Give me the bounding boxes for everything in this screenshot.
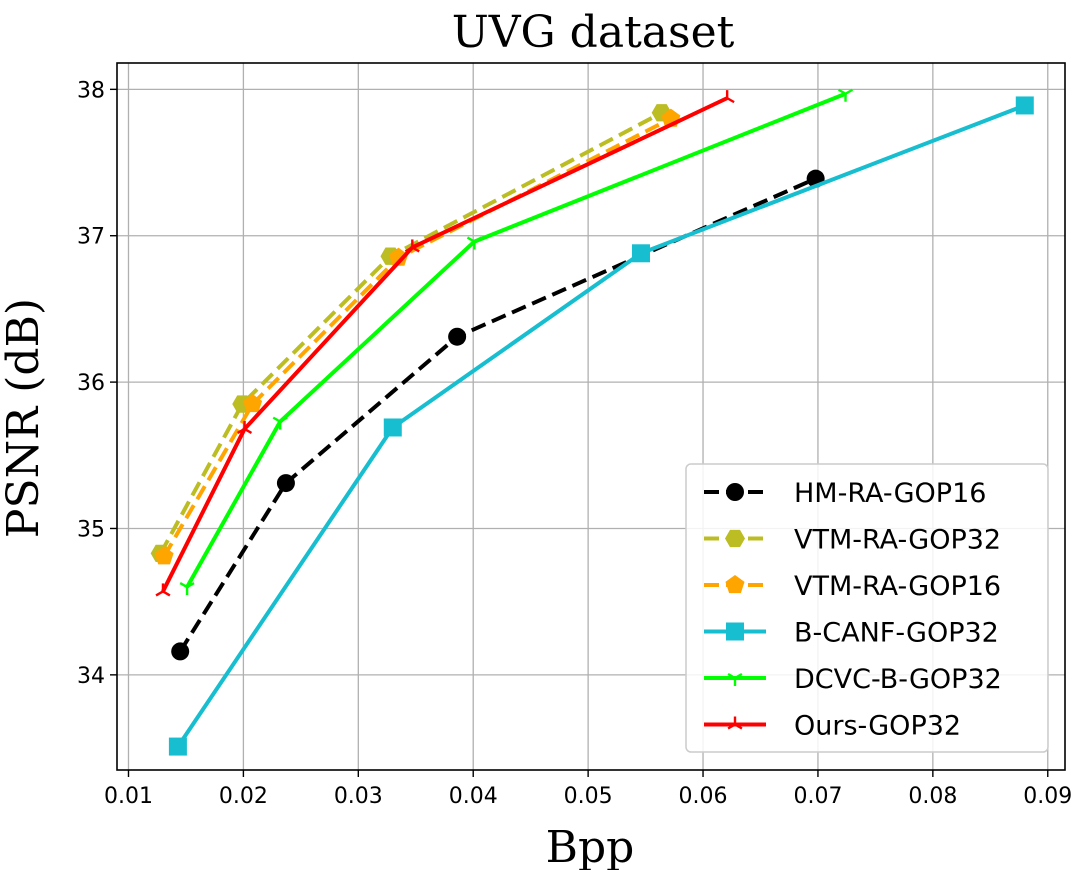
series-b-canf-gop32-point-marker — [1015, 96, 1034, 115]
x-tick-label: 0.09 — [1023, 784, 1072, 809]
legend-vtm-ra-gop32-swatch-marker — [725, 529, 745, 548]
axis-ticks: 0.01 0.02 0.03 0.04 0.05 0.06 0.07 0.08 0.09 34 35… — [77, 78, 1072, 809]
series-ours-gop32-point-marker — [404, 239, 420, 253]
series-dcvc-b-gop32-point-marker-arm — [179, 581, 188, 589]
series-vtm-ra-gop16-point-marker — [154, 546, 174, 565]
series-dcvc-b-gop32-point-marker — [837, 88, 854, 102]
x-tick-label: 0.08 — [908, 784, 957, 809]
series-dcvc-b-gop32-point-marker — [466, 236, 482, 250]
series-vtm-ra-gop16-point-marker — [389, 247, 409, 266]
legend-b-canf-gop32-label: B-CANF-GOP32 — [794, 618, 999, 649]
series-ours-gop32-point-marker-arm — [243, 427, 253, 434]
series-dcvc-b-gop32-point-marker-arm — [466, 236, 475, 243]
y-tick-label: 36 — [77, 371, 105, 396]
series-ours-gop32-point-marker-arm — [404, 246, 413, 253]
series-ours-gop32-line — [161, 96, 729, 593]
legend-ours-gop32-swatch-marker — [727, 716, 743, 730]
legend-box — [685, 463, 1049, 753]
x-tick-label: 0.02 — [219, 784, 268, 809]
legend-ours-gop32: Ours-GOP32 — [704, 711, 961, 742]
legend-hm-ra-gop16-label: HM-RA-GOP16 — [794, 478, 986, 509]
series-ours-gop32-point-marker — [237, 420, 253, 434]
x-tick-label: 0.03 — [334, 784, 383, 809]
series-ours-gop32-point-marker-arm — [155, 590, 164, 597]
series-ours-gop32-point-marker-arm — [411, 246, 420, 253]
series-vtm-ra-gop32 — [150, 104, 672, 563]
plot-area-frame — [116, 62, 1066, 771]
series-ours-gop32-point-marker-arm — [726, 97, 735, 104]
series-dcvc-b-gop32-point-marker-arm — [186, 581, 195, 589]
series-ours-gop32-point-marker — [155, 583, 171, 597]
legend-ours-gop32-swatch-marker-arm — [727, 723, 736, 730]
series-dcvc-b-gop32 — [179, 88, 854, 596]
series-dcvc-b-gop32-point-marker — [179, 581, 195, 596]
series-vtm-ra-gop16 — [154, 108, 681, 565]
legend-vtm-ra-gop16-swatch-marker — [725, 575, 745, 594]
series-ours-gop32-point-marker-arm — [719, 97, 728, 104]
legend-vtm-ra-gop32-label: VTM-RA-GOP32 — [794, 525, 1001, 556]
series-dcvc-b-gop32-line — [185, 91, 847, 589]
x-tick-label: 0.04 — [449, 784, 498, 809]
series-dcvc-b-gop32-point-marker-arm — [279, 416, 288, 423]
legend: HM-RA-GOP16 VTM-RA-GOP32 VTM-RA-GOP16 B-CAN… — [685, 463, 1049, 753]
series-ours-gop32 — [155, 90, 735, 597]
series-b-canf-gop32-line — [176, 103, 1026, 748]
series-b-canf-gop32 — [168, 96, 1034, 756]
legend-dcvc-b-gop32: DCVC-B-GOP32 — [704, 664, 1002, 695]
legend-b-canf-gop32: B-CANF-GOP32 — [704, 618, 999, 649]
series-b-canf-gop32-point-marker — [168, 737, 187, 756]
series-dcvc-b-gop32-point-marker-arm — [272, 416, 281, 423]
series-ours-gop32-point-marker-arm — [237, 427, 246, 434]
legend-b-canf-gop32-swatch-marker — [726, 622, 744, 641]
series-b-canf-gop32-point-marker — [631, 244, 650, 263]
x-tick-label: 0.07 — [793, 784, 842, 809]
series-dcvc-b-gop32-point-marker-arm — [837, 88, 847, 95]
x-axis-label: Bpp — [546, 822, 635, 870]
legend-dcvc-b-gop32-swatch-marker-arm — [727, 672, 736, 680]
legend-ours-gop32-swatch-marker-arm — [734, 723, 743, 730]
y-tick-label: 35 — [77, 517, 105, 542]
series-vtm-ra-gop16-point-marker — [243, 394, 263, 413]
legend-hm-ra-gop16: HM-RA-GOP16 — [704, 478, 986, 509]
legend-vtm-ra-gop16-label: VTM-RA-GOP16 — [794, 571, 1001, 602]
chart-title: UVG dataset — [452, 7, 735, 58]
legend-dcvc-b-gop32-label: DCVC-B-GOP32 — [794, 664, 1002, 695]
legend-vtm-ra-gop32: VTM-RA-GOP32 — [704, 525, 1001, 556]
y-tick-label: 37 — [77, 225, 105, 250]
series-vtm-ra-gop32-line — [158, 111, 663, 555]
series-ours-gop32-point-marker — [719, 90, 735, 104]
series-hm-ra-gop16-point-marker — [448, 327, 467, 346]
y-tick-label: 38 — [77, 78, 105, 103]
series-b-canf-gop32-point-marker — [383, 418, 402, 437]
y-tick-label: 34 — [77, 664, 105, 689]
series-hm-ra-gop16-point-marker — [276, 474, 295, 493]
series-ours-gop32-point-marker-arm — [162, 590, 171, 597]
legend-dcvc-b-gop32-swatch-marker-arm — [734, 672, 743, 680]
x-tick-label: 0.05 — [564, 784, 613, 809]
series-layer — [150, 88, 1034, 756]
legend-vtm-ra-gop16: VTM-RA-GOP16 — [704, 571, 1001, 602]
legend-dcvc-b-gop32-swatch-marker — [727, 672, 743, 686]
x-tick-label: 0.01 — [104, 784, 153, 809]
series-dcvc-b-gop32-point-marker-arm — [473, 236, 482, 243]
legend-hm-ra-gop16-swatch-marker — [726, 483, 744, 501]
x-tick-label: 0.06 — [679, 784, 728, 809]
series-hm-ra-gop16-point-marker — [171, 642, 190, 661]
series-dcvc-b-gop32-point-marker — [272, 416, 288, 430]
y-axis-label: PSNR (dB) — [0, 298, 49, 538]
series-dcvc-b-gop32-point-marker-arm — [844, 88, 854, 95]
legend-ours-gop32-label: Ours-GOP32 — [794, 711, 961, 742]
